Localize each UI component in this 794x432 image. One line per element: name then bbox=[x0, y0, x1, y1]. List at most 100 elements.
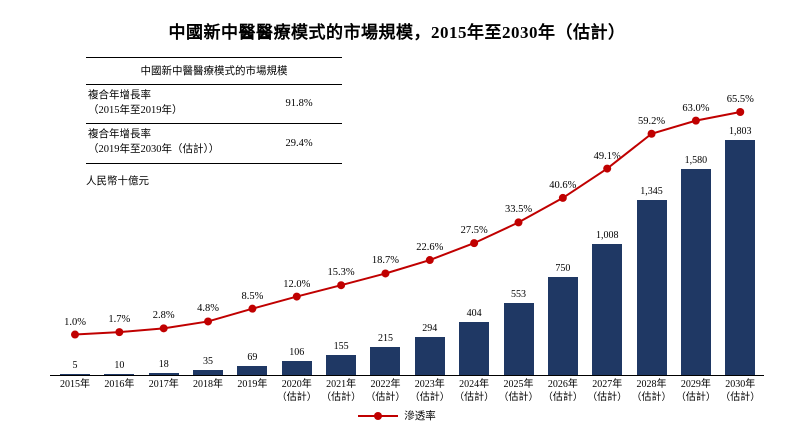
penetration-legend-label: 滲透率 bbox=[404, 411, 436, 422]
penetration-dot bbox=[736, 108, 745, 116]
x-axis-label: 2026年 （估計） bbox=[542, 379, 583, 403]
bar-2015年 bbox=[60, 374, 90, 375]
penetration-value-label: 18.7% bbox=[371, 255, 399, 267]
cagr-label-line1: 複合年增長率 bbox=[88, 129, 151, 141]
info-table-header: 中國新中醫醫療模式的市場規模 bbox=[86, 57, 342, 85]
x-axis-label: 2017年 bbox=[148, 379, 179, 390]
bar-2019年 bbox=[237, 366, 268, 375]
bar-value-label: 106 bbox=[289, 347, 305, 358]
x-axis-label: 2029年 （估計） bbox=[675, 379, 716, 403]
bar-value-label: 35 bbox=[203, 356, 214, 367]
penetration-dot bbox=[292, 292, 301, 301]
bar-value-label: 1,008 bbox=[595, 230, 619, 241]
x-axis-label: 2018年 bbox=[193, 379, 224, 390]
bar-2026年（估計） bbox=[547, 277, 578, 375]
bar-2029年（估計） bbox=[680, 169, 711, 375]
penetration-dot bbox=[337, 281, 346, 290]
x-axis-label: 2022年 （估計） bbox=[365, 379, 406, 403]
x-axis-line bbox=[50, 375, 764, 376]
penetration-value-label: 65.5% bbox=[726, 94, 754, 105]
cagr-info-table: 中國新中醫醫療模式的市場規模 複合年增長率 （2015年至2019年） 91.8… bbox=[86, 57, 342, 164]
bar-2024年（估計） bbox=[459, 322, 490, 375]
penetration-value-label: 4.8% bbox=[197, 303, 219, 315]
penetration-value-label: 8.5% bbox=[241, 290, 264, 302]
penetration-dot bbox=[204, 317, 213, 326]
cagr-label-line1: 複合年增長率 bbox=[88, 90, 151, 101]
cagr-2019-2030-value: 29.4% bbox=[285, 137, 313, 149]
penetration-value-label: 22.6% bbox=[416, 242, 444, 254]
bar-2017年 bbox=[148, 373, 179, 375]
bar-2025年（估計） bbox=[503, 303, 534, 375]
x-axis-label: 2020年 （估計） bbox=[276, 379, 317, 403]
bar-2027年（估計） bbox=[592, 244, 623, 375]
penetration-value-label: 12.0% bbox=[283, 278, 311, 290]
bar-value-label: 1,345 bbox=[640, 186, 663, 197]
bar-2020年（估計） bbox=[281, 361, 312, 375]
penetration-dot bbox=[603, 164, 612, 173]
penetration-value-label: 27.5% bbox=[460, 225, 488, 237]
info-table-row-cagr-2015-2019: 複合年增長率 （2015年至2019年） 91.8% bbox=[86, 85, 342, 125]
bar-2030年（估計） bbox=[725, 140, 756, 375]
penetration-dot bbox=[425, 256, 434, 265]
penetration-dot bbox=[647, 129, 656, 138]
bar-value-label: 18 bbox=[158, 359, 169, 370]
chart-title: 中國新中醫醫療模式的市場規模，2015年至2030年（估計） bbox=[168, 23, 626, 42]
cagr-2015-2019-value: 91.8% bbox=[285, 98, 313, 110]
x-axis-label: 2023年 （估計） bbox=[409, 379, 450, 403]
penetration-value-label: 49.1% bbox=[593, 150, 621, 162]
bar-value-label: 69 bbox=[247, 352, 258, 363]
penetration-dot bbox=[470, 239, 479, 248]
bar-value-label: 750 bbox=[555, 263, 571, 274]
bar-value-label: 5 bbox=[72, 360, 78, 371]
penetration-dot bbox=[115, 328, 124, 337]
bar-value-label: 553 bbox=[511, 289, 526, 300]
x-axis-label: 2030年 （估計） bbox=[720, 379, 761, 403]
penetration-dot bbox=[514, 218, 523, 227]
penetration-legend-icon bbox=[358, 411, 399, 420]
penetration-value-label: 59.2% bbox=[637, 115, 666, 127]
x-axis-label: 2019年 bbox=[237, 379, 268, 390]
penetration-value-label: 40.6% bbox=[549, 179, 577, 191]
x-axis-label: 2015年 bbox=[60, 379, 90, 390]
penetration-dot bbox=[381, 269, 390, 278]
penetration-value-label: 1.7% bbox=[108, 314, 131, 326]
cagr-2015-2019-label: 複合年增長率 （2015年至2019年） bbox=[86, 89, 256, 118]
x-axis-label: 2016年 bbox=[104, 379, 135, 390]
x-axis-label: 2021年 （估計） bbox=[321, 379, 362, 403]
x-axis-label: 2025年 （估計） bbox=[498, 379, 539, 403]
bar-value-label: 294 bbox=[422, 323, 438, 334]
cagr-2019-2030-label: 複合年增長率 （2019年至2030年（估計）） bbox=[86, 128, 256, 157]
currency-unit-label: 人民幣十億元 bbox=[86, 176, 149, 187]
bar-2022年（估計） bbox=[370, 347, 401, 375]
chart-legend: 滲透率 bbox=[0, 408, 794, 423]
x-axis-label: 2027年 （估計） bbox=[587, 379, 628, 403]
bar-value-label: 10 bbox=[114, 360, 125, 371]
penetration-value-label: 33.5% bbox=[504, 204, 533, 216]
bar-value-label: 404 bbox=[466, 308, 482, 319]
bar-2023年（估計） bbox=[414, 337, 445, 375]
bar-2016年 bbox=[104, 374, 135, 375]
penetration-dot bbox=[71, 330, 79, 339]
bar-2018年 bbox=[193, 370, 224, 375]
penetration-value-label: 2.8% bbox=[152, 310, 175, 322]
cagr-label-line2: （2015年至2019年） bbox=[88, 104, 183, 116]
penetration-dot bbox=[159, 324, 168, 333]
bar-2021年（估計） bbox=[326, 355, 357, 375]
penetration-dot bbox=[558, 193, 567, 202]
bar-value-label: 1,580 bbox=[684, 155, 708, 166]
bar-value-label: 215 bbox=[377, 333, 393, 344]
x-axis-label: 2024年 （估計） bbox=[454, 379, 495, 403]
bar-2028年（估計） bbox=[636, 200, 667, 375]
info-table-row-cagr-2019-2030: 複合年增長率 （2019年至2030年（估計）） 29.4% bbox=[86, 124, 342, 164]
penetration-value-label: 15.3% bbox=[327, 267, 355, 279]
penetration-value-label: 1.0% bbox=[64, 316, 86, 328]
cagr-label-line2: （2019年至2030年（估計）） bbox=[88, 144, 220, 156]
penetration-value-label: 63.0% bbox=[682, 102, 710, 114]
bar-value-label: 155 bbox=[333, 341, 349, 352]
bar-value-label: 1,803 bbox=[729, 126, 752, 137]
penetration-dot bbox=[248, 304, 257, 313]
x-axis-label: 2028年 （估計） bbox=[631, 379, 672, 403]
